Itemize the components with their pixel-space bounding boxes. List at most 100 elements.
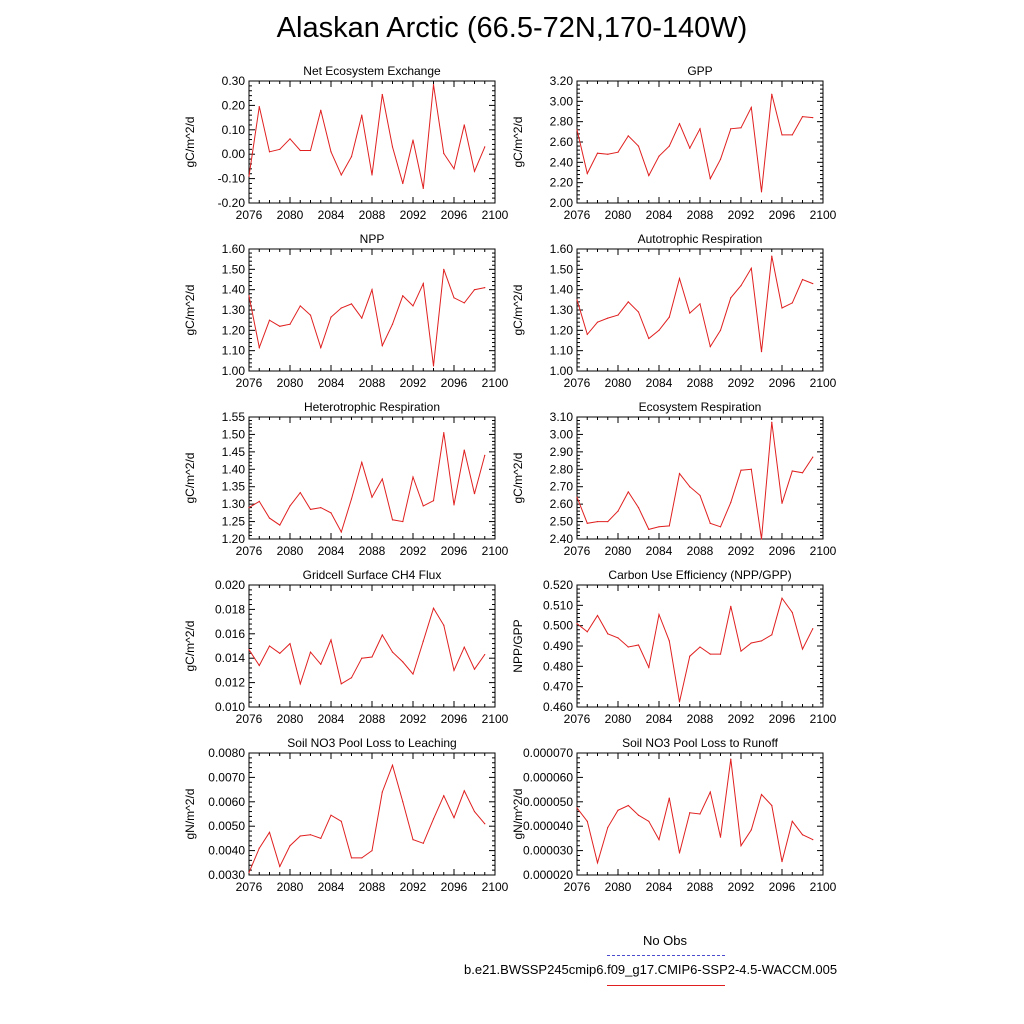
chart-3-point <box>279 326 280 327</box>
chart-1-point <box>433 84 434 85</box>
chart-6-ytick-label: 3.10 <box>550 410 574 424</box>
chart-6-point <box>802 472 803 473</box>
chart-9-xtick-label: 2092 <box>400 880 427 894</box>
chart-8-ytick-label: 0.520 <box>543 578 573 592</box>
chart-6-series-line <box>577 422 813 539</box>
chart-6-point <box>740 470 741 471</box>
chart-9-point <box>382 791 383 792</box>
chart-10-point <box>658 839 659 840</box>
chart-8-point <box>751 642 752 643</box>
chart-3-point <box>474 289 475 290</box>
chart-5-xtick-label: 2084 <box>318 544 345 558</box>
chart-8-point <box>792 612 793 613</box>
chart-9-point <box>300 835 301 836</box>
chart-6-point <box>761 538 762 539</box>
chart-10-xtick-label: 2080 <box>605 880 632 894</box>
chart-1-point <box>464 124 465 125</box>
chart-1-point <box>453 168 454 169</box>
chart-1-point <box>320 110 321 111</box>
chart-4-point <box>699 303 700 304</box>
chart-6-point <box>689 486 690 487</box>
chart-8-ytick-label: 0.500 <box>543 619 573 633</box>
chart-2-xtick-label: 2100 <box>810 208 837 222</box>
chart-2-point <box>740 127 741 128</box>
chart-4-ytick-label: 1.30 <box>550 303 574 317</box>
chart-5-point <box>279 524 280 525</box>
chart-5-ytick-label: 1.40 <box>222 462 246 476</box>
chart-2-point <box>587 173 588 174</box>
chart-4-ytick-label: 1.50 <box>550 262 574 276</box>
chart-3-point <box>371 289 372 290</box>
chart-3-point <box>453 297 454 298</box>
chart-1-point <box>269 151 270 152</box>
chart-2-xtick-label: 2088 <box>687 208 714 222</box>
chart-7-xtick-label: 2096 <box>441 712 468 726</box>
chart-8-point <box>648 667 649 668</box>
chart-7-point <box>402 661 403 662</box>
chart-6-point <box>658 526 659 527</box>
chart-5-point <box>443 432 444 433</box>
chart-5-xtick-label: 2096 <box>441 544 468 558</box>
chart-10-point <box>617 810 618 811</box>
chart-5-point <box>464 450 465 451</box>
chart-2-xtick-label: 2080 <box>605 208 632 222</box>
chart-1-series-line <box>249 85 485 189</box>
chart-3-xtick-label: 2088 <box>359 376 386 390</box>
chart-9-xtick-label: 2076 <box>236 880 263 894</box>
chart-7-ytick-label: 0.018 <box>215 602 245 616</box>
chart-8-point <box>597 615 598 616</box>
chart-10-point <box>771 805 772 806</box>
chart-5-xtick-label: 2088 <box>359 544 386 558</box>
chart-10-point <box>740 845 741 846</box>
chart-4-point <box>802 279 803 280</box>
chart-9-xtick-label: 2096 <box>441 880 468 894</box>
chart-6-point <box>617 511 618 512</box>
chart-3-ytick-label: 1.40 <box>222 283 246 297</box>
chart-6-point <box>638 507 639 508</box>
chart-6-xtick-label: 2088 <box>687 544 714 558</box>
chart-3-xtick-label: 2100 <box>482 376 509 390</box>
chart-4-point <box>761 351 762 352</box>
chart-3-point <box>351 303 352 304</box>
chart-7-xtick-label: 2080 <box>277 712 304 726</box>
chart-6: Ecosystem RespirationgC/m^2/d2.402.502.6… <box>511 400 837 558</box>
chart-5-point <box>402 521 403 522</box>
chart-9: Soil NO3 Pool Loss to LeachinggN/m^2/d0.… <box>183 736 509 894</box>
chart-2-ytick-label: 3.00 <box>550 94 574 108</box>
chart-2-point <box>802 116 803 117</box>
chart-9-xtick-label: 2100 <box>482 880 509 894</box>
chart-4-point <box>638 311 639 312</box>
chart-10-point <box>730 759 731 760</box>
chart-9-point <box>269 832 270 833</box>
chart-1-ytick-label: 0.00 <box>222 147 246 161</box>
chart-3-ytick-label: 1.10 <box>222 344 246 358</box>
chart-2-xtick-label: 2092 <box>728 208 755 222</box>
chart-3: NPPgC/m^2/d1.001.101.201.301.401.501.602… <box>183 232 509 390</box>
chart-1-point <box>310 150 311 151</box>
chart-2-point <box>730 128 731 129</box>
chart-1: Net Ecosystem ExchangegC/m^2/d-0.20-0.10… <box>183 64 509 222</box>
chart-5-series-line <box>249 433 485 532</box>
chart-1-xtick-label: 2096 <box>441 208 468 222</box>
chart-2-point <box>751 107 752 108</box>
chart-7-point <box>248 649 249 650</box>
chart-10-ytick-label: 0.000070 <box>523 746 573 760</box>
chart-5-ytick-label: 1.50 <box>222 427 246 441</box>
chart-6-ytick-label: 2.90 <box>550 445 574 459</box>
chart-4-xtick-label: 2080 <box>605 376 632 390</box>
chart-9-ylabel: gN/m^2/d <box>183 789 197 840</box>
chart-1-xtick-label: 2100 <box>482 208 509 222</box>
chart-8-xtick-label: 2092 <box>728 712 755 726</box>
chart-8-point <box>669 640 670 641</box>
chart-9-ytick-label: 0.0060 <box>208 795 245 809</box>
chart-9-point <box>392 765 393 766</box>
chart-1-point <box>392 146 393 147</box>
chart-2-point <box>658 156 659 157</box>
chart-2-point <box>792 134 793 135</box>
chart-5-point <box>320 507 321 508</box>
chart-9-point <box>453 817 454 818</box>
chart-2-point <box>679 123 680 124</box>
chart-9-point <box>310 834 311 835</box>
chart-10-series-line <box>577 759 813 863</box>
